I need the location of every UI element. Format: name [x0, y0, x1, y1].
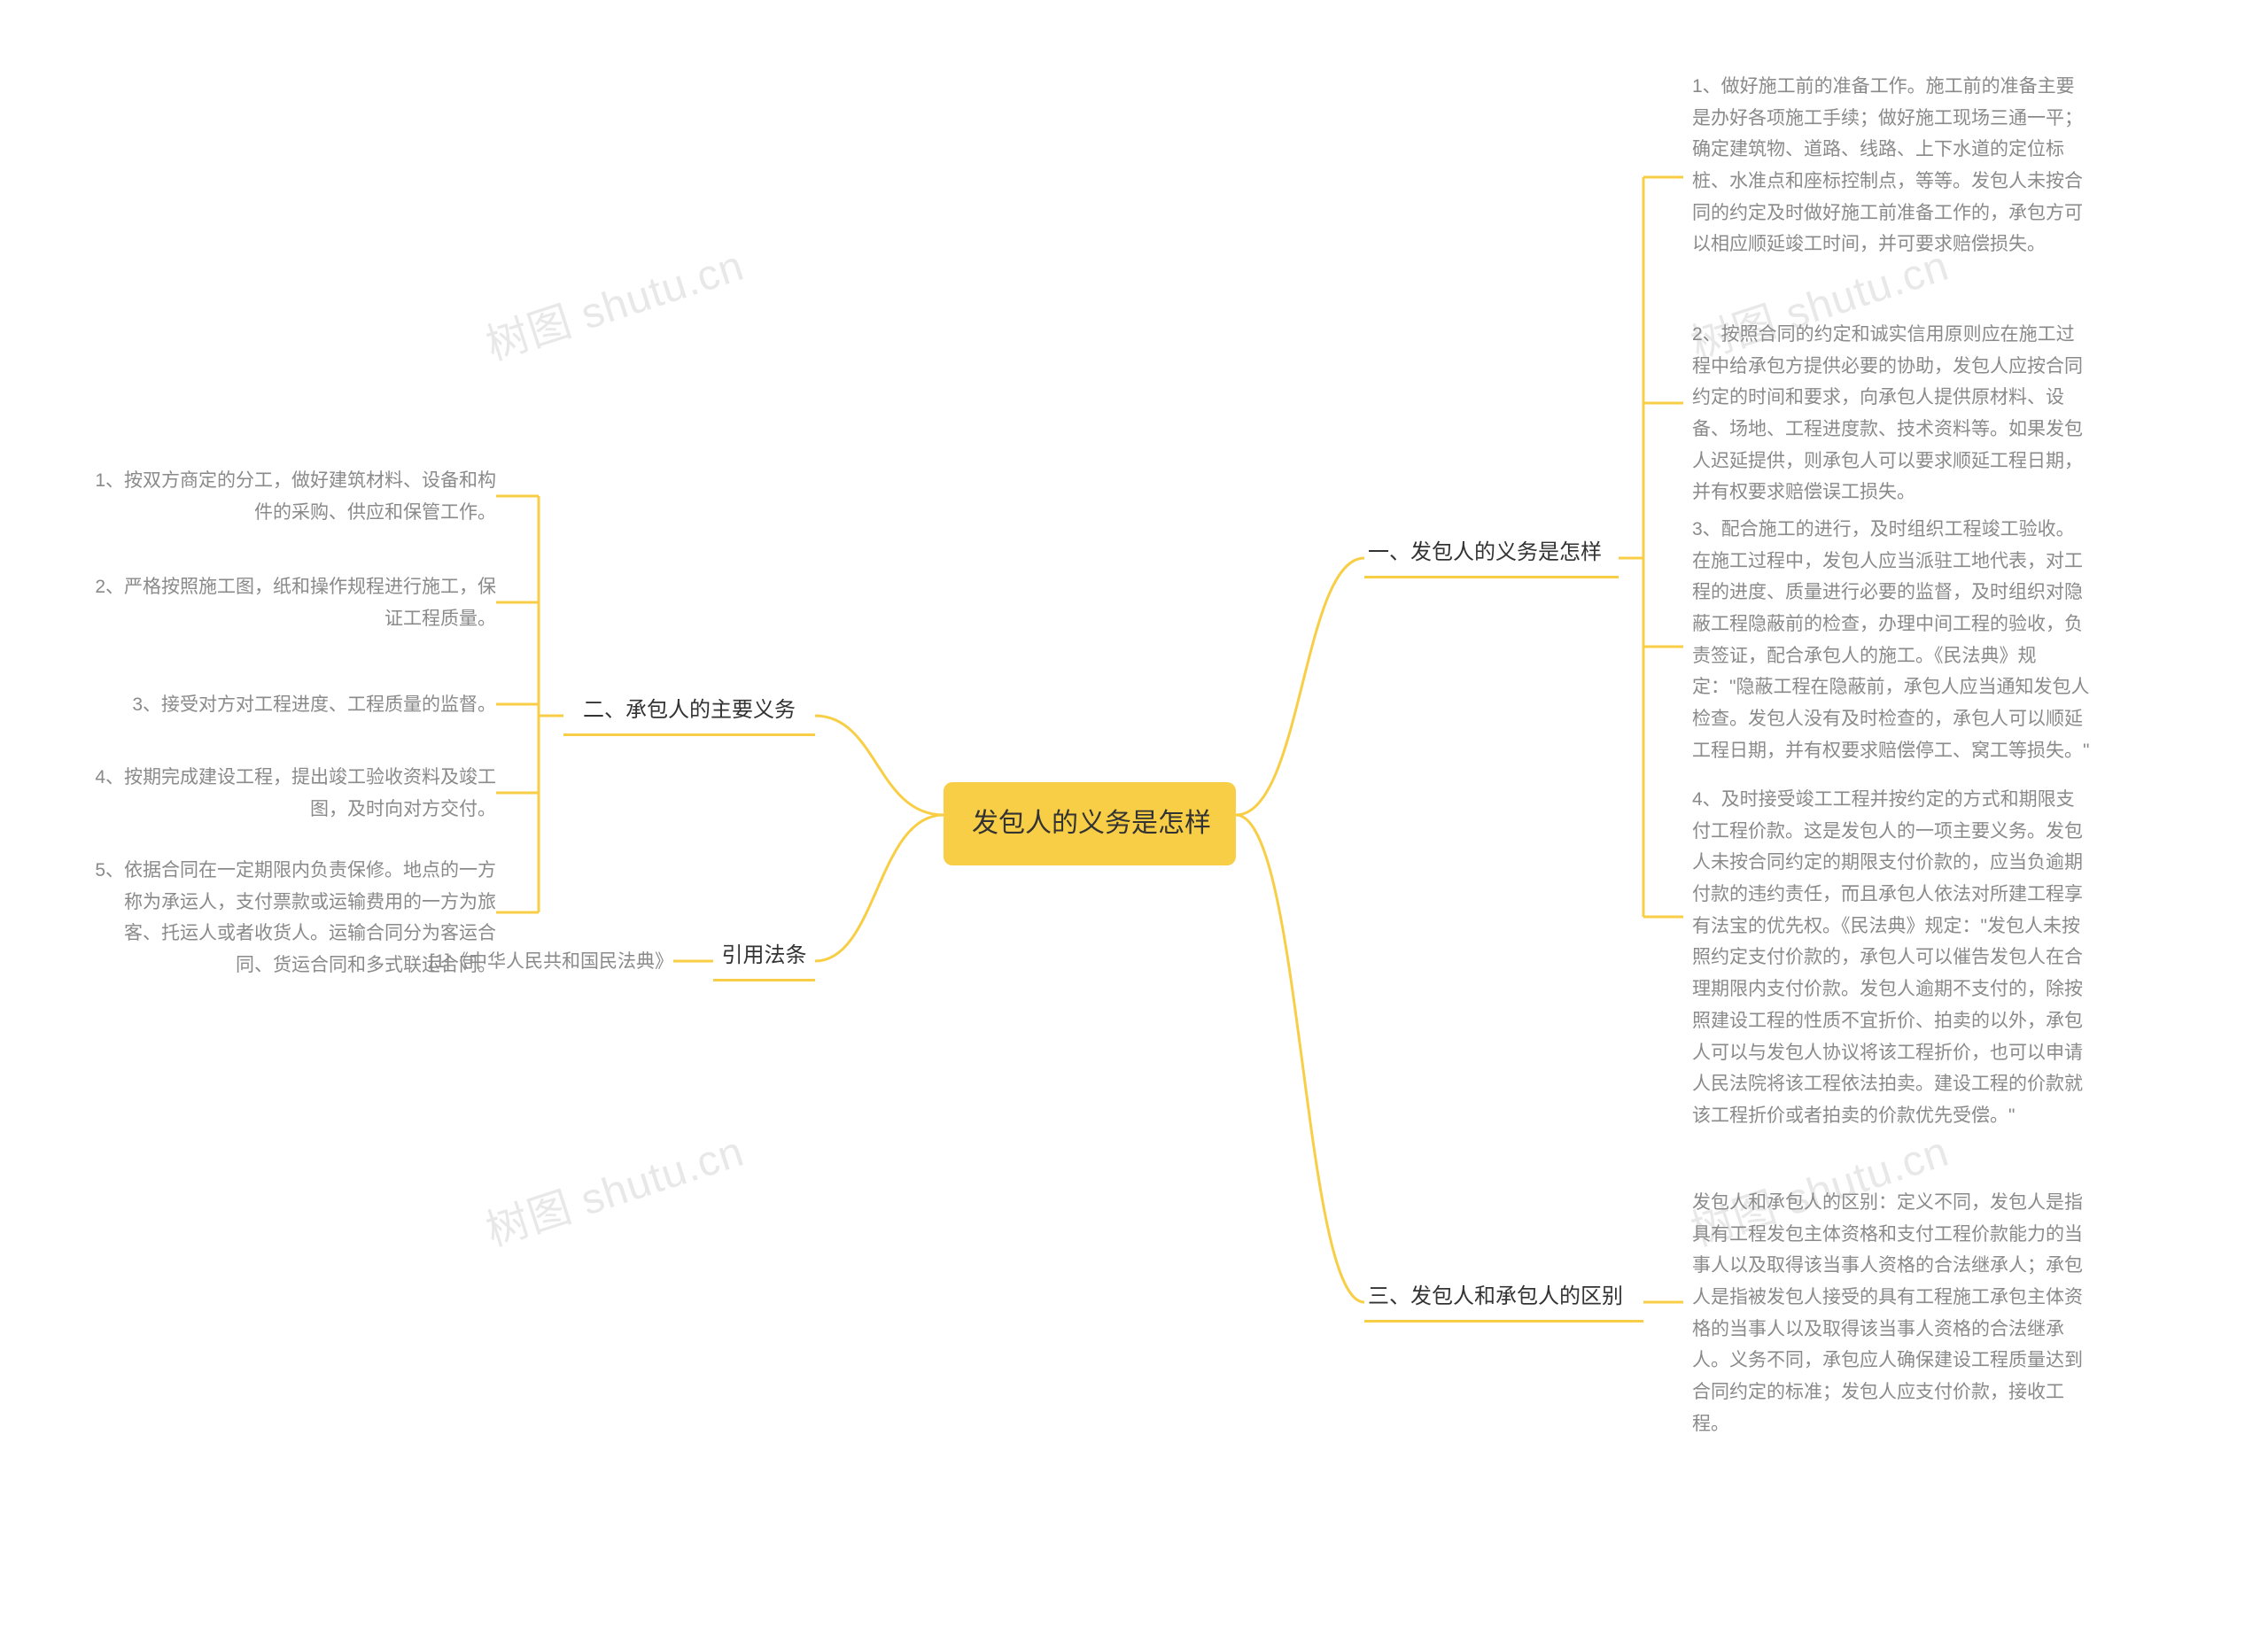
leaf-obligation-3: 3、配合施工的进行，及时组织工程竣工验收。在施工过程中，发包人应当派驻工地代表，… — [1692, 514, 2091, 767]
leaf-contractor-4: 4、按期完成建设工程，提出竣工验收资料及竣工图，及时向对方交付。 — [89, 762, 496, 825]
branch-difference: 三、发包人和承包人的区别 — [1364, 1274, 1643, 1323]
leaf-contractor-1: 1、按双方商定的分工，做好建筑材料、设备和构件的采购、供应和保管工作。 — [89, 465, 496, 528]
leaf-contractor-3: 3、接受对方对工程进度、工程质量的监督。 — [89, 689, 496, 721]
watermark: 树图 shutu.cn — [477, 230, 750, 372]
leaf-obligation-1: 1、做好施工前的准备工作。施工前的准备主要是办好各项施工手续；做好施工现场三通一… — [1692, 71, 2091, 260]
branch-contractor-obligations: 二、承包人的主要义务 — [563, 687, 815, 736]
leaf-obligation-4: 4、及时接受竣工工程并按约定的方式和期限支付工程价款。这是发包人的一项主要义务。… — [1692, 784, 2091, 1132]
leaf-difference-1: 发包人和承包人的区别：定义不同，发包人是指具有工程发包主体资格和支付工程价款能力… — [1692, 1187, 2091, 1440]
branch-obligations: 一、发包人的义务是怎样 — [1364, 530, 1619, 578]
leaf-law-1: [1]《中华人民共和国民法典》 — [337, 946, 673, 978]
watermark: 树图 shutu.cn — [477, 1116, 750, 1258]
branch-law-reference: 引用法条 — [713, 933, 815, 981]
leaf-obligation-2: 2、按照合同的约定和诚实信用原则应在施工过程中给承包方提供必要的协助，发包人应按… — [1692, 319, 2091, 508]
root-node: 发包人的义务是怎样 — [944, 782, 1236, 865]
leaf-contractor-2: 2、严格按照施工图，纸和操作规程进行施工，保证工程质量。 — [89, 571, 496, 634]
